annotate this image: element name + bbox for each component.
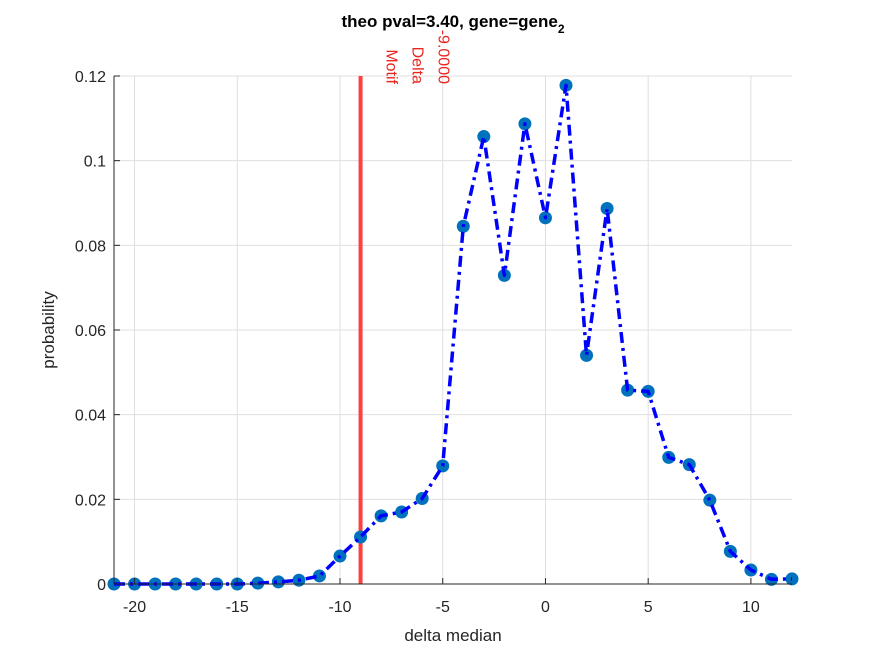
- data-point-7: [251, 576, 265, 590]
- data-point-29: [703, 493, 717, 507]
- x-tick-label-6: 10: [742, 599, 760, 616]
- y-tick-label-2: 0.04: [75, 408, 106, 425]
- y-tick-label-3: 0.06: [75, 323, 106, 340]
- data-point-8: [271, 575, 285, 589]
- x-tick-label-4: 0: [541, 599, 550, 616]
- grid: [114, 75, 792, 585]
- y-tick-label-5: 0.1: [84, 154, 106, 171]
- reference-label-line-1: Delta: [409, 47, 426, 84]
- x-axis-label: delta median: [404, 626, 501, 645]
- chart-title-subscript: 2: [558, 22, 565, 36]
- y-axis-label: probability: [39, 291, 58, 369]
- x-tick-label-0: -20: [123, 599, 146, 616]
- chart-title: theo pval=3.40, gene=gene2: [341, 12, 564, 36]
- y-tick-label-1: 0.02: [75, 492, 106, 509]
- data-point-18: [477, 130, 491, 144]
- axes: [113, 75, 792, 585]
- reference-line-group: Motif Delta -9.0000: [358, 30, 452, 584]
- reference-label-line-2: -9.0000: [435, 30, 452, 84]
- tick-labels: -20 -15 -10 -5 0 5 10 0 0.02 0.04 0.06 0.08 0.1 0.12: [75, 69, 760, 616]
- y-tick-label-4: 0.08: [75, 238, 106, 255]
- y-tick-label-0: 0: [97, 577, 106, 594]
- x-tick-label-5: 5: [644, 599, 653, 616]
- data-point-23: [580, 348, 594, 362]
- chart-title-main: theo pval=3.40, gene=gene: [341, 12, 557, 31]
- reference-label-line-0: Motif: [383, 49, 400, 84]
- x-tick-label-3: -5: [436, 599, 450, 616]
- data-point-24: [600, 202, 614, 216]
- y-tick-label-6: 0.12: [75, 69, 106, 86]
- x-tick-label-1: -15: [226, 599, 249, 616]
- x-tick-label-2: -10: [328, 599, 351, 616]
